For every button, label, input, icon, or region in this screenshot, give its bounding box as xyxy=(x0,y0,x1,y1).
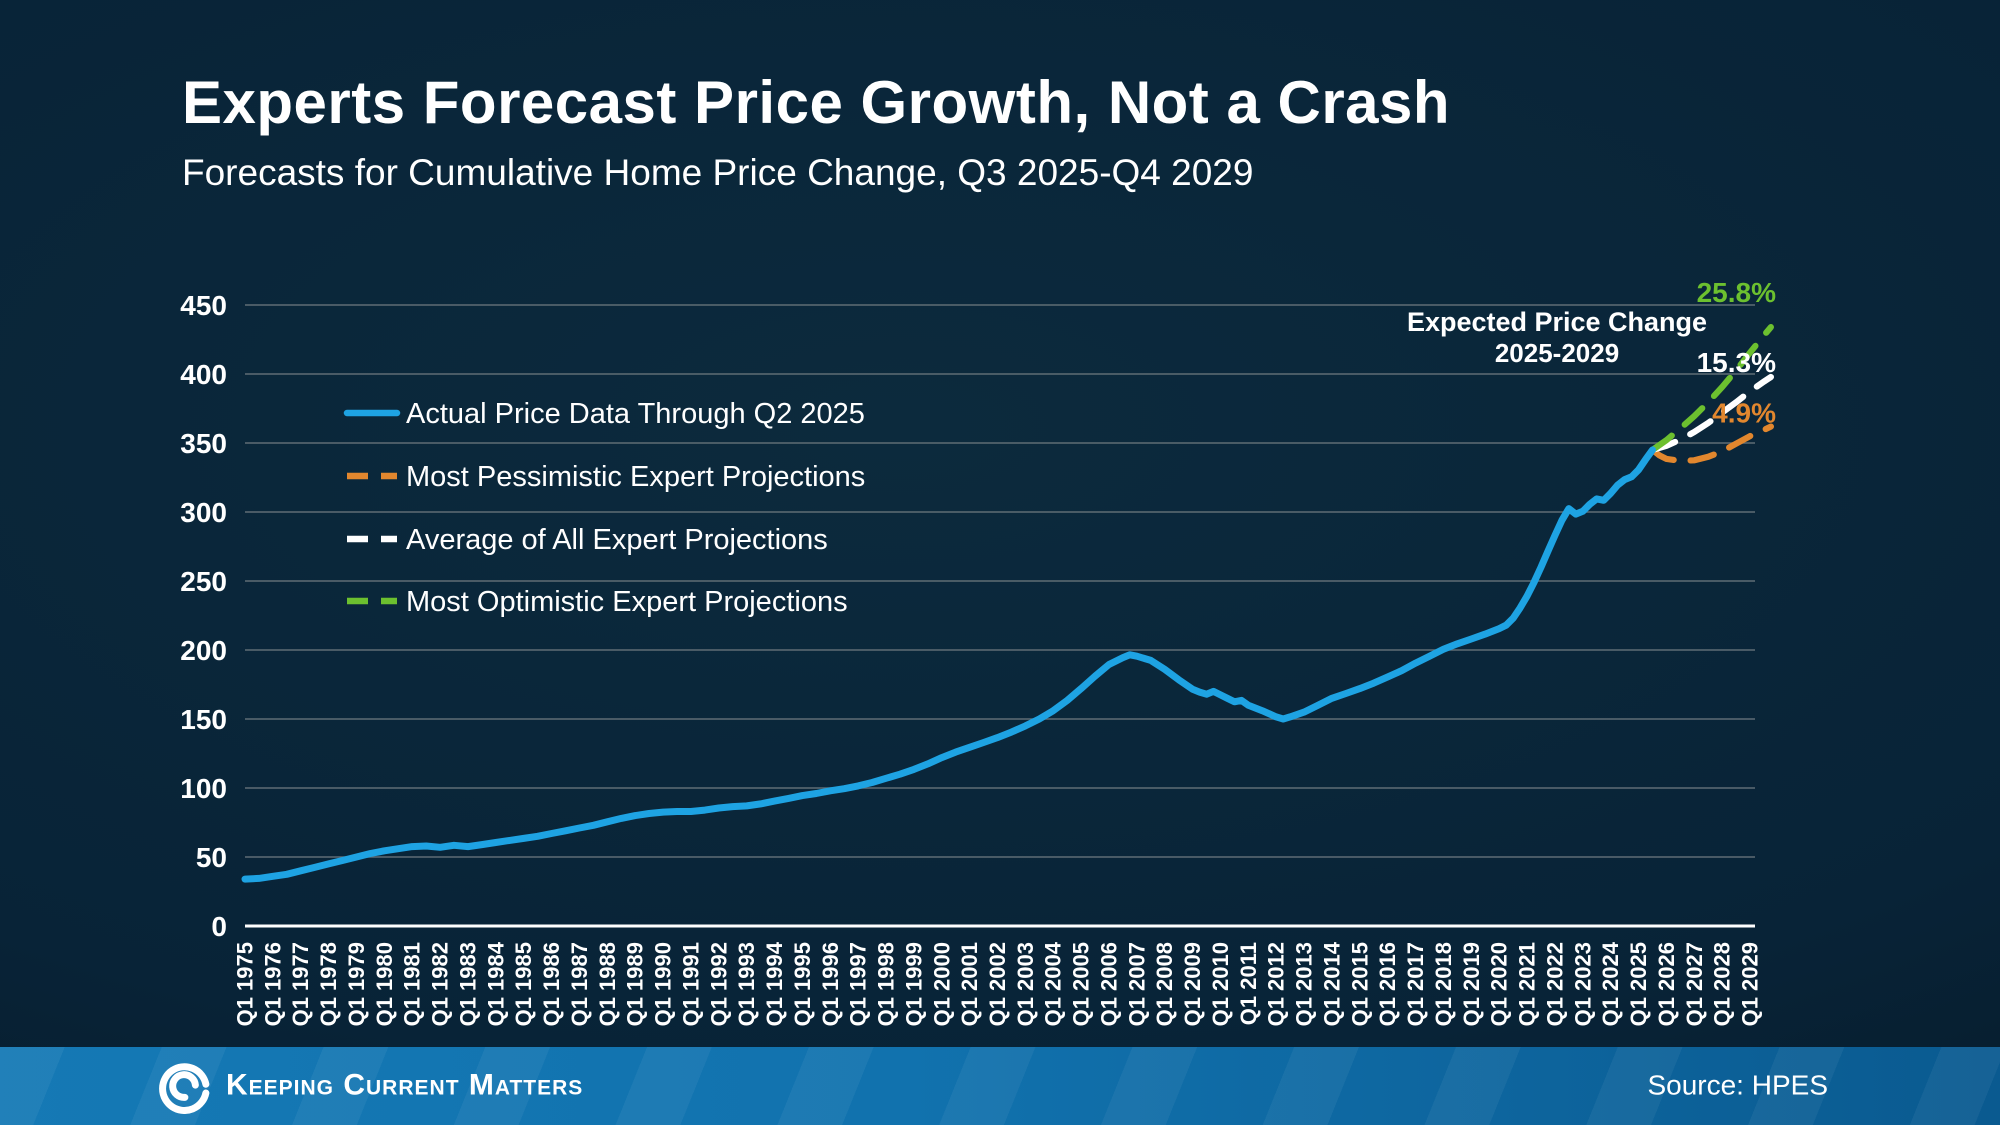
x-tick-label: Q1 1975 xyxy=(233,942,258,1026)
legend-label: Average of All Expert Projections xyxy=(406,524,828,556)
x-tick-label: Q1 1998 xyxy=(874,942,899,1026)
page-title: Experts Forecast Price Growth, Not a Cra… xyxy=(182,69,1451,136)
projection-end-label-series-average-line: 15.3% xyxy=(1697,347,1776,378)
x-tick-label: Q1 1996 xyxy=(818,942,843,1026)
x-tick-label: Q1 2019 xyxy=(1459,942,1484,1026)
y-tick-label: 100 xyxy=(180,773,227,804)
x-tick-label: Q1 1976 xyxy=(260,942,285,1026)
x-tick-label: Q1 1981 xyxy=(400,942,425,1026)
x-tick-label: Q1 1989 xyxy=(623,942,648,1026)
y-tick-label: 150 xyxy=(180,704,227,735)
x-tick-label: Q1 2020 xyxy=(1487,942,1512,1026)
x-tick-label: Q1 1982 xyxy=(428,942,453,1026)
annotation-title: Expected Price Change xyxy=(1407,307,1707,337)
x-tick-label: Q1 2000 xyxy=(929,942,954,1026)
x-tick-label: Q1 1979 xyxy=(344,942,369,1026)
x-tick-label: Q1 1995 xyxy=(790,942,815,1026)
x-tick-label: Q1 2012 xyxy=(1264,942,1289,1026)
page-subtitle: Forecasts for Cumulative Home Price Chan… xyxy=(182,152,1254,193)
x-tick-label: Q1 2018 xyxy=(1431,942,1456,1026)
x-tick-label: Q1 2029 xyxy=(1738,942,1763,1026)
x-tick-label: Q1 1987 xyxy=(567,942,592,1026)
x-tick-label: Q1 1988 xyxy=(595,942,620,1026)
x-tick-label: Q1 2014 xyxy=(1319,941,1344,1026)
x-tick-label: Q1 1978 xyxy=(316,942,341,1026)
logo-inner-swirl xyxy=(169,1071,199,1101)
x-tick-label: Q1 2013 xyxy=(1292,942,1317,1026)
x-tick-label: Q1 1994 xyxy=(762,941,787,1026)
x-tick-label: Q1 1991 xyxy=(678,942,703,1026)
y-tick-label: 200 xyxy=(180,635,227,666)
x-tick-label: Q1 2024 xyxy=(1598,941,1623,1026)
y-tick-label: 50 xyxy=(196,842,227,873)
y-tick-label: 400 xyxy=(180,359,227,390)
annotation-years: 2025-2029 xyxy=(1495,338,1619,368)
x-tick-label: Q1 2005 xyxy=(1069,942,1094,1026)
logo-outer-swirl xyxy=(159,1063,210,1114)
x-tick-label: Q1 1990 xyxy=(651,942,676,1026)
y-tick-label: 250 xyxy=(180,566,227,597)
series-pessimistic-line xyxy=(1649,423,1775,465)
x-tick-label: Q1 1986 xyxy=(539,942,564,1026)
x-tick-label: Q1 1984 xyxy=(483,941,508,1026)
x-tick-label: Q1 2016 xyxy=(1375,942,1400,1026)
x-tick-label: Q1 2006 xyxy=(1097,942,1122,1026)
projection-end-label-series-pessimistic-line: 4.9% xyxy=(1712,398,1776,429)
series-average-line xyxy=(1649,373,1775,453)
projection-end-label-series-optimistic-line: 25.8% xyxy=(1697,277,1776,308)
y-tick-label: 350 xyxy=(180,428,227,459)
x-tick-label: Q1 2026 xyxy=(1654,942,1679,1026)
y-tick-label: 450 xyxy=(180,290,227,321)
x-tick-label: Q1 2021 xyxy=(1515,942,1540,1026)
footer-bar: Keeping Current Matters Source: HPES xyxy=(0,1047,2000,1125)
brand-name: Keeping Current Matters xyxy=(226,1068,584,1102)
x-tick-label: Q1 1992 xyxy=(706,942,731,1026)
x-tick-label: Q1 2009 xyxy=(1180,942,1205,1026)
x-tick-label: Q1 2011 xyxy=(1236,942,1261,1025)
x-tick-label: Q1 2028 xyxy=(1710,942,1735,1026)
x-tick-label: Q1 1999 xyxy=(901,942,926,1026)
legend-label: Most Pessimistic Expert Projections xyxy=(406,461,865,493)
x-tick-label: Q1 1983 xyxy=(456,942,481,1026)
x-tick-label: Q1 2017 xyxy=(1403,942,1428,1026)
x-tick-label: Q1 1977 xyxy=(288,942,313,1026)
x-tick-label: Q1 2025 xyxy=(1626,942,1651,1026)
series-optimistic-line xyxy=(1649,324,1775,453)
series-actual-line xyxy=(241,446,1656,883)
legend-label: Actual Price Data Through Q2 2025 xyxy=(406,398,865,430)
y-tick-label: 0 xyxy=(211,911,227,942)
x-tick-label: Q1 1993 xyxy=(734,942,759,1026)
x-tick-label: Q1 2015 xyxy=(1347,942,1372,1026)
x-tick-label: Q1 1980 xyxy=(372,942,397,1026)
source-credit: Source: HPES xyxy=(1647,1069,1828,1101)
x-tick-label: Q1 2002 xyxy=(985,942,1010,1026)
legend-label: Most Optimistic Expert Projections xyxy=(406,586,848,618)
kcm-swirl-logo-icon xyxy=(159,1063,210,1114)
x-tick-label: Q1 2027 xyxy=(1682,942,1707,1026)
x-tick-label: Q1 2022 xyxy=(1542,942,1567,1026)
x-tick-label: Q1 1997 xyxy=(846,942,871,1026)
y-tick-label: 300 xyxy=(180,497,227,528)
x-tick-label: Q1 2007 xyxy=(1124,942,1149,1026)
x-tick-label: Q1 2001 xyxy=(957,942,982,1026)
x-tick-label: Q1 2004 xyxy=(1041,941,1066,1026)
x-tick-label: Q1 2010 xyxy=(1208,942,1233,1026)
x-tick-label: Q1 1985 xyxy=(511,942,536,1026)
x-tick-label: Q1 2023 xyxy=(1570,942,1595,1026)
x-tick-label: Q1 2008 xyxy=(1152,942,1177,1026)
x-tick-label: Q1 2003 xyxy=(1013,942,1038,1026)
